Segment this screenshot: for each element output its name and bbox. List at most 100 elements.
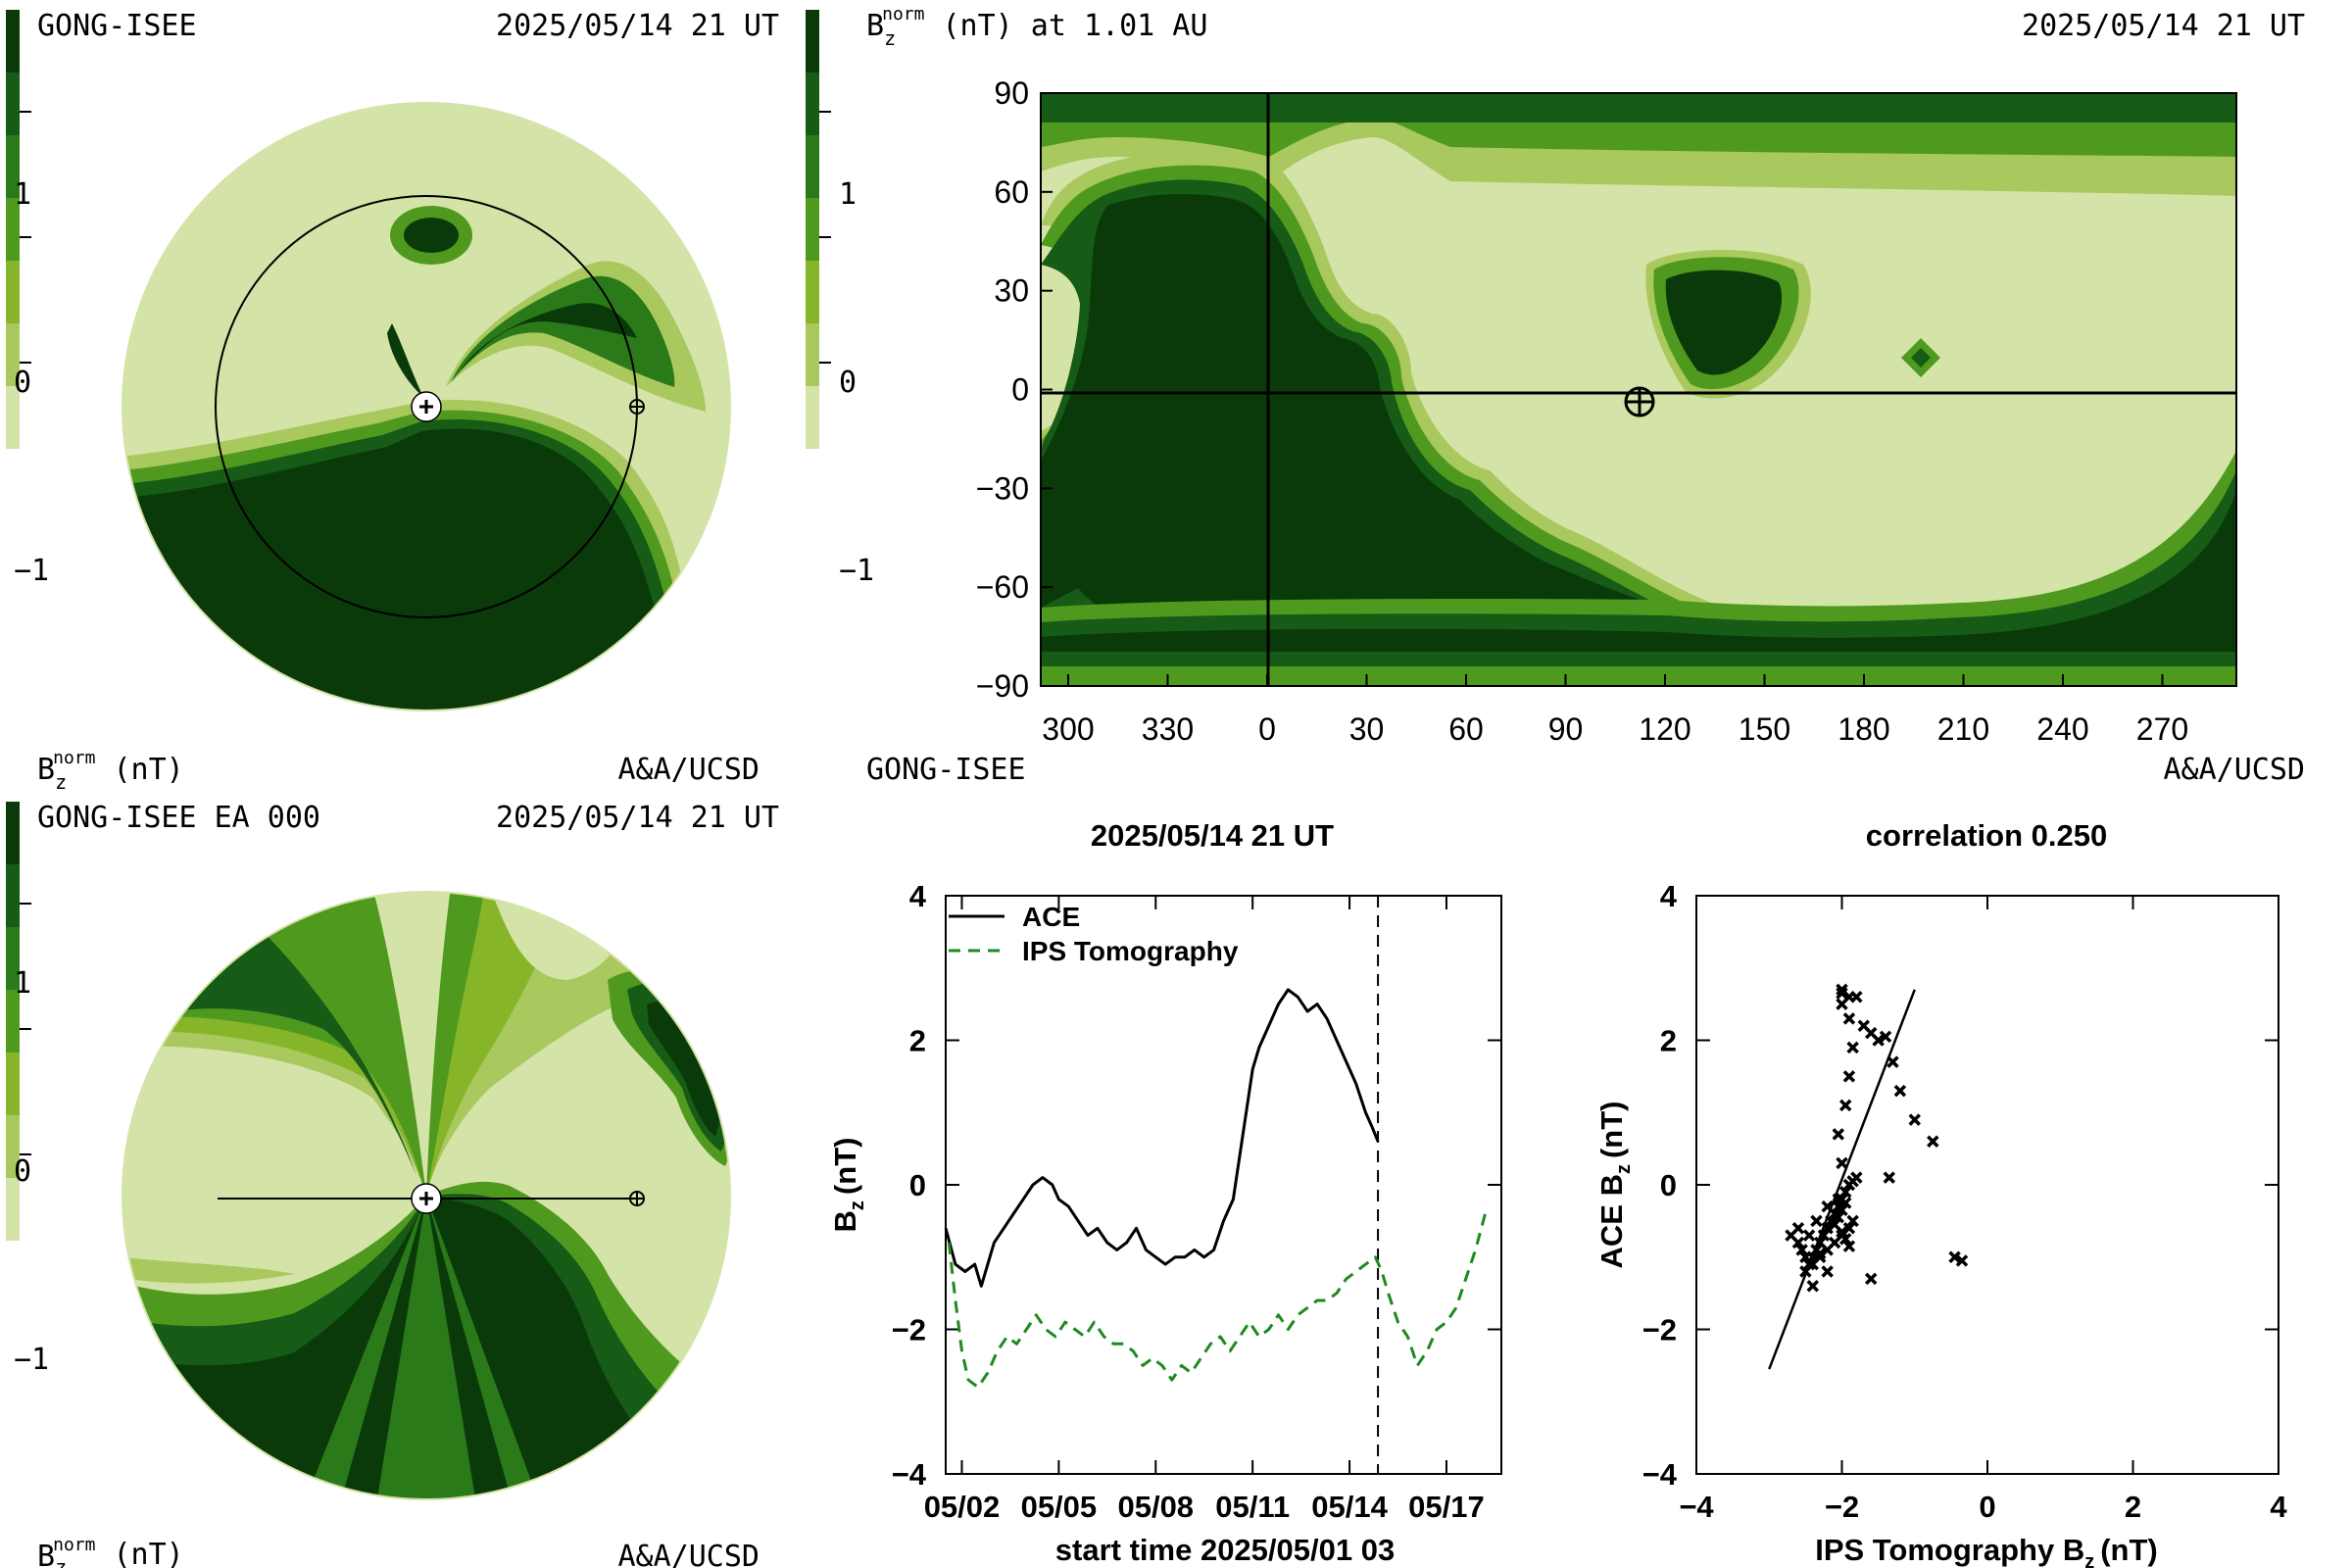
scatter-point <box>1806 1280 1820 1293</box>
credit-label: A&A/UCSD <box>618 753 760 787</box>
scatter-point <box>1832 1210 1845 1224</box>
colorbar-swatch <box>806 261 819 323</box>
scatter-point <box>1955 1254 1969 1267</box>
colorbar-swatch <box>6 1053 20 1115</box>
credit-label: A&A/UCSD <box>618 1540 760 1568</box>
map-xtick-label: 270 <box>2136 711 2188 747</box>
scatter-point <box>1842 991 1856 1004</box>
timestamp-label: 2025/05/14 21 UT <box>496 801 779 835</box>
time-series-axes: 4 2 0 −2 −405/02 05/05 05/08 05/11 05/14 05/17 <box>892 879 1501 1524</box>
colorbar-top-left <box>6 10 31 449</box>
panel-scatter: correlation 0.250 4 2 0 −2 −4−4 −2 0 2 4 IPS Tom… <box>1594 818 2287 1568</box>
ytick-label: 2 <box>909 1024 926 1058</box>
time-series-ylabel: Bz(nT) <box>828 1138 868 1233</box>
legend: ACE IPS Tomography <box>949 902 1239 966</box>
earth-icon <box>629 1191 645 1206</box>
scatter-point <box>1832 1193 1845 1205</box>
colorbar-swatch <box>6 927 20 990</box>
map-xtick-label: 60 <box>1448 711 1484 747</box>
colorbar-swatch <box>6 323 20 386</box>
map-xtick-label: 180 <box>1838 711 1889 747</box>
colorbar-tick-label: 1 <box>14 966 31 1001</box>
panel-time-series: 2025/05/14 21 UT 4 2 0 −2 −405/02 05/05 05/08 0… <box>828 818 1502 1567</box>
earth-icon <box>629 399 645 415</box>
scatter-point <box>1838 1197 1852 1209</box>
panel-top-left: GONG-ISEE 2025/05/14 21 UT 1 0 −1 Bznorm… <box>6 9 779 794</box>
scatter-point <box>1886 1055 1899 1068</box>
colorbar-top-right <box>806 10 831 449</box>
scatter-point <box>1832 1128 1845 1141</box>
xtick-label: −4 <box>1679 1490 1714 1524</box>
xtick-label: 05/17 <box>1408 1490 1485 1524</box>
scatter-point <box>1817 1229 1831 1242</box>
ytick-label: −2 <box>1642 1313 1677 1348</box>
ytick-label: −2 <box>892 1313 926 1348</box>
colorbar-swatch <box>6 73 20 135</box>
scatter-point <box>1846 1214 1859 1228</box>
scatter-points <box>1768 983 1969 1370</box>
map-xtick-label: 90 <box>1548 711 1584 747</box>
map-title: Bznorm (nT) at 1.01 AU <box>866 4 1207 50</box>
colorbar-swatch <box>6 198 20 261</box>
map-xtick-label: 30 <box>1349 711 1385 747</box>
colorbar-swatch <box>806 135 819 198</box>
colorbar-swatch <box>6 10 20 73</box>
map-ytick-label: −90 <box>976 668 1029 704</box>
xtick-label: 05/05 <box>1021 1490 1098 1524</box>
colorbar-tick-label: −1 <box>14 1343 49 1377</box>
time-series-title: 2025/05/14 21 UT <box>1091 818 1334 853</box>
xtick-label: 0 <box>1979 1490 1995 1524</box>
colorbar-tick-label: 1 <box>14 177 31 212</box>
scatter-axes: 4 2 0 −2 −4−4 −2 0 2 4 <box>1642 879 2288 1524</box>
map-xtick-label: 210 <box>1937 711 1989 747</box>
scatter-point <box>1791 1236 1805 1250</box>
colorbar-tick-labels: 1 0 −1 <box>14 966 49 1377</box>
legend-label-ace: ACE <box>1022 902 1080 932</box>
scatter-point <box>1883 1171 1895 1184</box>
scatter-point <box>1864 1272 1878 1286</box>
xtick-label: 05/08 <box>1117 1490 1194 1524</box>
scatter-point <box>1927 1135 1939 1148</box>
scatter-point <box>1810 1214 1823 1228</box>
map-ytick-label: −30 <box>976 470 1029 506</box>
scatter-title: correlation 0.250 <box>1866 818 2107 853</box>
scatter-point <box>1821 1200 1834 1213</box>
xtick-label: 4 <box>2270 1490 2287 1524</box>
scatter-point <box>1802 1229 1816 1242</box>
scatter-point <box>1836 1225 1848 1239</box>
scatter-point <box>1842 1070 1856 1083</box>
map-xtick-label: 150 <box>1739 711 1790 747</box>
scatter-point <box>1813 1247 1827 1260</box>
colorbar-swatch <box>6 864 20 927</box>
scatter-point <box>1846 1041 1859 1054</box>
scatter-ylabel: ACE Bz(nT) <box>1594 1102 1635 1269</box>
source-label: GONG-ISEE <box>37 9 197 43</box>
colorbar-swatch <box>806 323 819 386</box>
scatter-xlabel: IPS Tomography Bz (nT) <box>1815 1533 2158 1568</box>
ytick-label: 0 <box>1660 1168 1677 1202</box>
scatter-point <box>1836 1156 1848 1170</box>
scatter-point <box>1872 1034 1885 1047</box>
panel-top-right: Bznorm (nT) at 1.01 AU 2025/05/14 21 UT 1… <box>806 4 2305 787</box>
ytick-label: 2 <box>1660 1024 1677 1058</box>
ytick-label: 4 <box>1660 879 1678 913</box>
scatter-point <box>1850 1171 1863 1184</box>
scatter-point <box>1821 1265 1834 1278</box>
map-xtick-label: 0 <box>1258 711 1276 747</box>
scatter-point <box>1879 1030 1892 1044</box>
scatter-point <box>1842 1240 1856 1252</box>
map-ytick-label: −60 <box>976 569 1029 605</box>
map-xtick-label: 120 <box>1639 711 1690 747</box>
timestamp-label: 2025/05/14 21 UT <box>2022 9 2305 43</box>
scatter-point <box>1802 1257 1816 1271</box>
colorbar-swatch <box>806 10 819 73</box>
scatter-point <box>1842 1222 1856 1235</box>
credit-label: A&A/UCSD <box>2164 753 2306 787</box>
colorbar-tick-label: 0 <box>14 1154 31 1189</box>
colorbar-tick-label: −1 <box>14 554 49 588</box>
time-series-xlabel: start time 2025/05/01 03 <box>1055 1533 1395 1567</box>
timestamp-label: 2025/05/14 21 UT <box>496 9 779 43</box>
earth-icon <box>1624 386 1655 417</box>
